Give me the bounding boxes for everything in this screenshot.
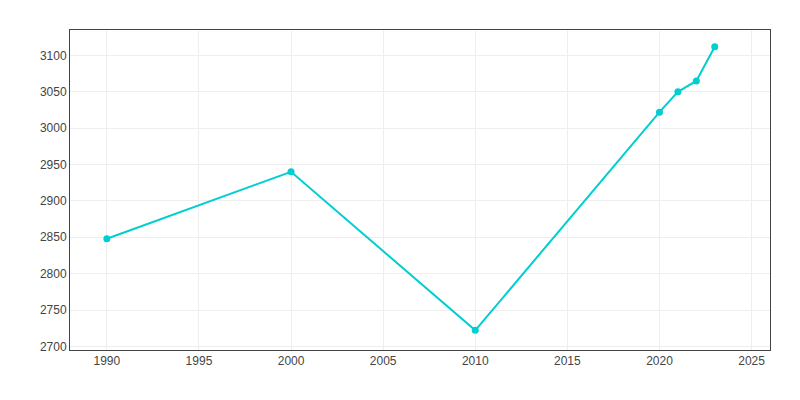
svg-text:2015: 2015	[554, 354, 581, 368]
svg-text:2850: 2850	[40, 230, 67, 244]
svg-text:2025: 2025	[738, 354, 765, 368]
svg-text:2020: 2020	[646, 354, 673, 368]
svg-text:2950: 2950	[40, 158, 67, 172]
svg-text:3100: 3100	[40, 49, 67, 63]
svg-text:1995: 1995	[186, 354, 213, 368]
svg-text:2000: 2000	[278, 354, 305, 368]
svg-text:2800: 2800	[40, 267, 67, 281]
svg-text:3000: 3000	[40, 121, 67, 135]
svg-text:3050: 3050	[40, 85, 67, 99]
svg-text:2900: 2900	[40, 194, 67, 208]
svg-text:2010: 2010	[462, 354, 489, 368]
svg-text:2750: 2750	[40, 303, 67, 317]
svg-text:2700: 2700	[40, 340, 67, 354]
svg-text:1990: 1990	[93, 354, 120, 368]
svg-text:2005: 2005	[370, 354, 397, 368]
